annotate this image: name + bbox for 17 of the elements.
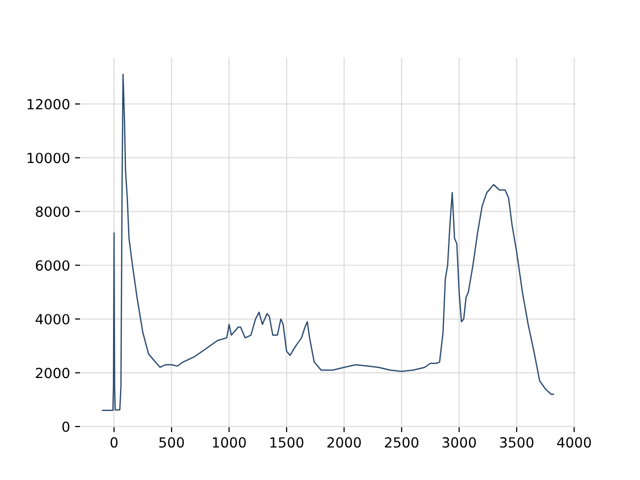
x-tick-label: 1500	[270, 437, 304, 448]
y-tick-label: 0	[62, 421, 70, 432]
x-tick-label: 3500	[500, 437, 534, 448]
y-tick-label: 2000	[36, 368, 70, 378]
y-tick-label: 10000	[28, 152, 70, 164]
x-tick-label: 500	[159, 437, 184, 448]
y-tick-label: 12000	[28, 98, 70, 110]
x-tick-label: 3000	[442, 437, 476, 448]
x-tick-label: 0	[110, 437, 118, 448]
y-tick-label: 6000	[36, 260, 70, 271]
y-tick-label: 4000	[36, 314, 70, 324]
x-tick-label: 4000	[557, 437, 591, 448]
x-tick-label: 2500	[384, 437, 418, 448]
y-tick-label: 8000	[36, 206, 70, 217]
line-series	[102, 74, 554, 412]
x-tick-label: 1000	[212, 437, 246, 448]
x-tick-label: 2000	[327, 437, 361, 448]
